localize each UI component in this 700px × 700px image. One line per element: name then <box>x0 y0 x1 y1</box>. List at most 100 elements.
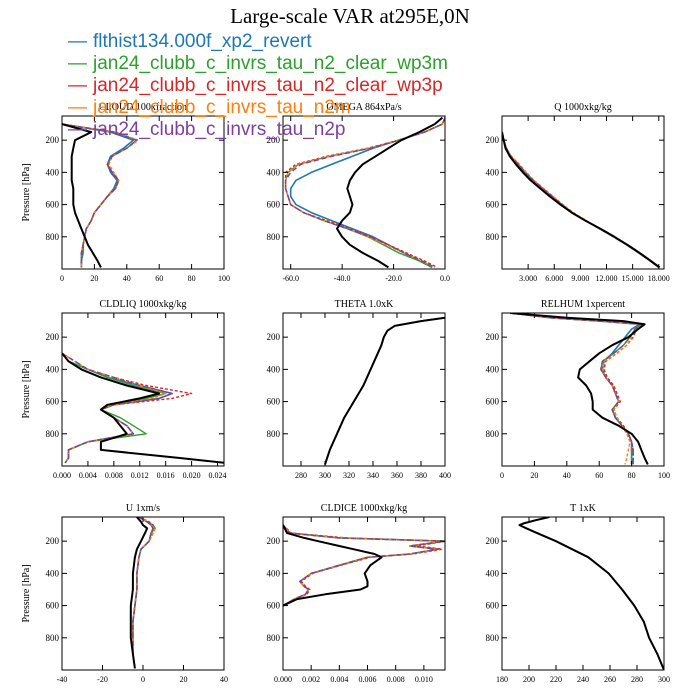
panel-5-xtick-label-3: 320 <box>343 471 355 480</box>
legend: — flthist134.000f_xp2_revert — jan24_clubb… <box>68 31 448 141</box>
panel-4-title: CLDLIQ 1000xkg/kg <box>100 299 187 310</box>
panel-6-series-5 <box>510 313 642 465</box>
panel-6-series-group <box>510 313 649 465</box>
legend-item-4: — jan24_clubb_c_invrs_tau_n2m <box>68 97 448 119</box>
panel-7-xtick-label-1: -40 <box>57 675 68 684</box>
panel-3-series-3 <box>502 131 660 268</box>
panel-5-xtick-label-6: 380 <box>415 471 427 480</box>
legend-item-1: — flthist134.000f_xp2_revert <box>68 31 448 53</box>
panel-7-ytick-label-4: 800 <box>46 633 60 643</box>
panel-7-ytick-label-1: 200 <box>46 536 60 546</box>
panel-9-xtick-label-6: 280 <box>631 675 643 684</box>
panel-4-series-5 <box>62 352 173 464</box>
panel-2-xtick-label-2: -40.0 <box>334 274 351 283</box>
panel-9-series-2 <box>518 517 664 670</box>
panel-2-ytick-label-3: 600 <box>267 200 281 210</box>
panel-1-ytick-label-4: 800 <box>46 232 60 242</box>
panel-3-ytick-label-2: 400 <box>486 167 500 177</box>
panel-1-ytick-label-2: 400 <box>46 167 60 177</box>
panel-6-frame <box>501 312 665 467</box>
panel-8-xtick-label-5: 0.008 <box>387 675 405 684</box>
panel-8-ytick-label-4: 800 <box>267 633 281 643</box>
panel-4: CLDLIQ 1000xkg/kg Pressure [hPa] 200 400 600… <box>21 299 227 480</box>
legend-item-5: — jan24_clubb_c_invrs_tau_n2p <box>68 119 448 141</box>
panel-8-series-3 <box>283 524 445 607</box>
legend-label-1: flthist134.000f_xp2_revert <box>93 31 312 52</box>
panel-5-series-4 <box>324 317 445 465</box>
panel-9-ytick-label-2: 400 <box>486 568 500 578</box>
panel-5-ytick-label-4: 800 <box>267 429 281 439</box>
panel-7-series-2 <box>132 517 156 669</box>
panel-9: T 1xK 200 400 600 800 180 200 220 240 260 280 300 <box>486 503 671 684</box>
panel-7-title: U 1xm/s <box>126 503 160 514</box>
legend-label-5: jan24_clubb_c_invrs_tau_n2p <box>93 119 346 140</box>
panel-5-series-3 <box>324 317 445 465</box>
panel-2-series-5 <box>284 117 445 269</box>
panel-3-series-1 <box>502 131 660 269</box>
panel-2-title: OMEGA 864xPa/s <box>326 102 401 113</box>
panel-2-series-group <box>284 116 445 269</box>
panel-4-xtick-label-5: 0.016 <box>157 471 175 480</box>
panel-5-xtick-label-7: 400 <box>439 471 451 480</box>
panel-8-xtick-label-2: 0.002 <box>302 675 320 684</box>
panel-4-ytick-label-1: 200 <box>46 332 60 342</box>
panel-1-ytick-label-1: 200 <box>46 135 60 145</box>
panel-4-ylabel: Pressure [hPa] <box>21 360 32 418</box>
panel-4-ytick-label-3: 600 <box>46 397 60 407</box>
panel-9-xtick-label-1: 180 <box>496 675 508 684</box>
panel-8-ytick-label-1: 200 <box>267 536 281 546</box>
panel-1-xtick-label-3: 40 <box>123 274 131 283</box>
panel-4-xtick-label-4: 0.012 <box>131 471 149 480</box>
panel-8-ytick-label-3: 600 <box>267 601 281 611</box>
panel-6-ytick-label-1: 200 <box>486 332 500 342</box>
panel-2: OMEGA 864xPa/s 200 400 600 800 -60.0 -40.0 -20.… <box>267 102 451 283</box>
panel-6-xtick-label-5: 80 <box>628 471 636 480</box>
panel-8-series-6 <box>283 524 383 607</box>
panel-3-xtick-label-4: 12.000 <box>596 274 618 283</box>
panel-8-ytick-label-2: 400 <box>267 568 281 578</box>
panel-9-xtick-label-7: 300 <box>658 675 670 684</box>
panel-1-frame <box>61 115 225 270</box>
legend-swatch-2: — <box>68 53 87 74</box>
panel-7: U 1xm/s Pressure [hPa] 200 400 600 800 -40 -20 0… <box>21 503 228 684</box>
panel-5-xtick-label-5: 360 <box>391 471 403 480</box>
panel-1-ylabel: Pressure [hPa] <box>21 163 32 221</box>
panel-9-series-6 <box>518 517 664 670</box>
panel-8-title: CLDICE 1000xkg/kg <box>321 503 407 514</box>
panel-4-series-6 <box>62 352 224 464</box>
panel-1-series-5 <box>62 123 138 268</box>
panel-9-series-5 <box>518 517 664 670</box>
panel-6-xtick-label-6: 100 <box>658 471 670 480</box>
panel-1-xtick-label-2: 20 <box>90 274 98 283</box>
panel-9-series-4 <box>518 517 664 670</box>
panel-3-ytick-label-1: 200 <box>486 135 500 145</box>
panel-2-frame <box>282 115 446 270</box>
panel-9-xtick-label-4: 240 <box>577 675 589 684</box>
panel-5-title: THETA 1.0xK <box>335 299 394 310</box>
panel-3-xtick-label-6: 18.000 <box>648 274 670 283</box>
panel-9-series-1 <box>518 517 664 670</box>
panel-1-xtick-label-5: 80 <box>188 274 196 283</box>
panel-6-series-2 <box>510 313 642 465</box>
panel-3-xtick-label-2: 6.000 <box>545 274 563 283</box>
panel-3-series-group <box>502 131 661 269</box>
panel-6-xtick-label-3: 40 <box>563 471 571 480</box>
legend-item-3: — jan24_clubb_c_invrs_tau_n2_clear_wp3p <box>68 75 448 97</box>
panel-6-ytick-label-4: 800 <box>486 429 500 439</box>
panel-9-series-3 <box>518 517 664 670</box>
panel-7-series-5 <box>132 517 154 669</box>
panel-8-series-5 <box>283 524 445 607</box>
panel-8-xtick-label-3: 0.004 <box>330 675 348 684</box>
panel-8-series-group <box>283 524 445 607</box>
panel-2-series-4 <box>284 117 445 269</box>
panel-7-series-3 <box>132 517 156 669</box>
panel-7-xtick-label-3: 0 <box>141 675 145 684</box>
legend-label-3: jan24_clubb_c_invrs_tau_n2_clear_wp3p <box>93 75 443 96</box>
panel-8-frame <box>282 516 446 671</box>
panel-5-ytick-label-3: 600 <box>267 397 281 407</box>
panel-2-ytick-label-2: 400 <box>267 167 281 177</box>
panel-3-xtick-label-3: 9.000 <box>571 274 589 283</box>
panel-1-series-group <box>62 123 139 268</box>
panel-7-series-group <box>129 517 156 669</box>
